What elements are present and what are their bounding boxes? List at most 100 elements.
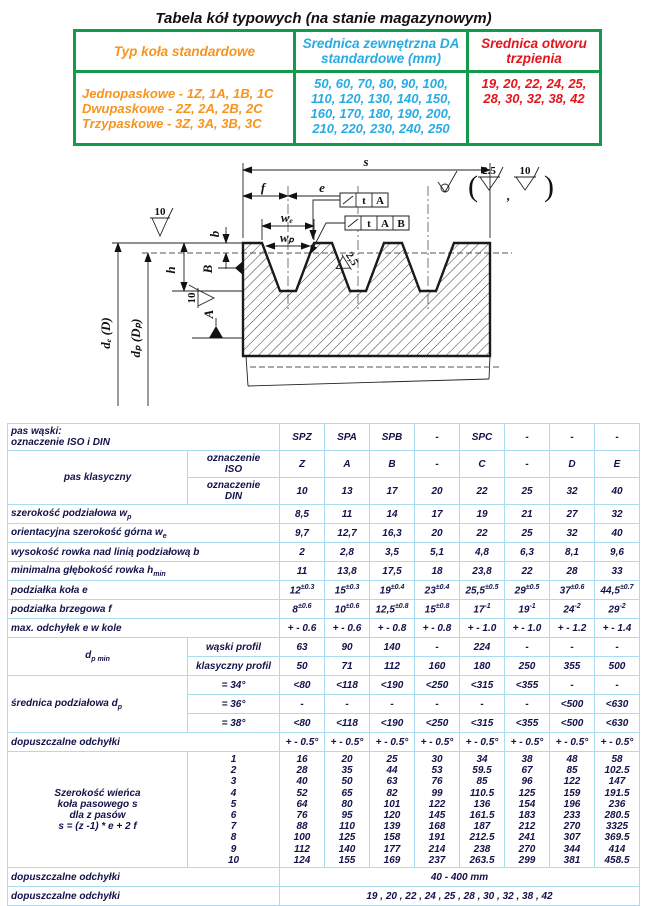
note-roughness-10-value: 10 [520, 165, 532, 177]
pulley-drawing: s f e wₑ wₚ b h [98, 154, 554, 406]
table-cell: 29-2 [594, 599, 640, 619]
table-cell: + - 0.5° [504, 732, 550, 752]
table-cell: 140 [369, 637, 415, 657]
table-cell: 6,3 [504, 542, 550, 562]
dim-s: s [242, 154, 491, 238]
belt-count-column: 1 2 3 4 5 6 7 8 9 10 [187, 750, 280, 869]
row-label: podziałka brzegowa f [7, 599, 280, 619]
table-cell: - [369, 694, 415, 714]
table-cell: 12,7 [324, 523, 370, 543]
row-label: dopuszczalne odchyłki [7, 732, 280, 752]
table-cell: - [504, 637, 550, 657]
table-cell: + - 0.5° [369, 732, 415, 752]
table-cell: 19-1 [504, 599, 550, 619]
row-max-odchylek: max. odchyłek e w kole + - 0.6 + - 0.6 +… [7, 618, 640, 638]
table-cell: + - 0.5° [279, 732, 325, 752]
table-cell: - [594, 675, 640, 695]
table-cell: <80 [279, 713, 325, 733]
table-cell: 25 [504, 523, 550, 543]
table-cell: 224 [459, 637, 505, 657]
stock-table: Typ koła standardowe Srednica zewnętrzna… [73, 29, 602, 146]
row-label: dopuszczalne odchyłki [7, 886, 280, 906]
dim-dp: dₚ (Dₚ) [128, 252, 152, 406]
table-cell: 9,7 [279, 523, 325, 543]
row-dp-min-klasyczny: klasyczny profil 50 71 112 160 180 250 3… [8, 656, 640, 676]
table-cell: 16 28 40 52 64 76 88 100 112 124 [279, 750, 325, 869]
table-cell: + - 0.6 [279, 618, 325, 638]
table-cell: 10±0.6 [324, 599, 370, 619]
table-cell: 24-2 [549, 599, 595, 619]
table-cell: 58 102.5 147 191.5 236 280.5 3325 369.5 … [594, 750, 640, 869]
table-cell: <315 [459, 713, 505, 733]
table-cell: 17 [414, 504, 460, 524]
table-cell: 355 [549, 656, 595, 676]
catalog-page: Tabela kół typowych (na stanie magazynow… [0, 10, 647, 906]
table-cell: 20 [414, 477, 460, 505]
tolerance-t2-label: t [367, 218, 371, 230]
table-cell: - [504, 423, 550, 451]
row-srednica-38: = 38° <80 <118 <190 <250 <315 <355 <500 … [8, 713, 640, 733]
table-cell: 17-1 [459, 599, 505, 619]
table-cell: 18 [414, 561, 460, 581]
table-cell: 13,8 [324, 561, 370, 581]
tolerance-frame-ta: t A [309, 192, 389, 240]
roughness-side-icon: 10 [186, 284, 216, 308]
row-label: oznaczenie ISO [187, 450, 280, 478]
table-cell: <500 [549, 713, 595, 733]
table-cell: 19 [459, 504, 505, 524]
table-cell: + - 0.5° [459, 732, 505, 752]
note-roughness-10-icon: 10 [514, 165, 540, 191]
table-cell: <118 [324, 713, 370, 733]
row-szerokosc-wienca: Szerokość wieńca koła pasowego s dla z p… [7, 750, 640, 869]
table-cell: - [549, 637, 595, 657]
table-cell: 37±0.6 [549, 580, 595, 600]
table-cell: 71 [324, 656, 370, 676]
stock-bores: 19, 20, 22, 24, 25, 28, 30, 32, 38, 42 [466, 70, 602, 146]
table-cell: 21 [504, 504, 550, 524]
table-cell: 11 [279, 561, 325, 581]
table-cell: - [414, 450, 460, 478]
row-oznaczenie-iso: pas klasyczny oznaczenie ISO Z A B - C -… [7, 450, 640, 505]
row-label: = 36° [187, 694, 280, 714]
table-cell: 5,1 [414, 542, 460, 562]
row-label: max. odchyłek e w kole [7, 618, 280, 638]
table-cell: 32 [549, 477, 595, 505]
note-roughness-25-value: 2.5 [482, 165, 496, 177]
dim-wp-label: wₚ [280, 230, 295, 245]
table-cell: <190 [369, 713, 415, 733]
row-label: pas wąski: oznaczenie ISO i DIN [7, 423, 280, 451]
table-cell: + - 0.6 [324, 618, 370, 638]
roughness-top-value: 10 [155, 206, 167, 218]
table-cell: 20 35 50 65 80 95 110 125 140 155 [324, 750, 370, 869]
table-cell: 500 [594, 656, 640, 676]
pulley-cross-section [241, 241, 492, 358]
row-wysokosc-rowka: wysokość rowka nad linią podziałową b 2 … [7, 542, 640, 562]
table-cell: <250 [414, 675, 460, 695]
row-label: wysokość rowka nad linią podziałową b [7, 542, 280, 562]
row-label: = 34° [187, 675, 280, 695]
table-cell: 34 59.5 85 110.5 136 161.5 187 212.5 238… [459, 750, 505, 869]
table-cell: 44,5±0.7 [594, 580, 640, 600]
table-cell: <355 [504, 675, 550, 695]
dim-e-label: e [319, 180, 325, 195]
table-cell: 160 [414, 656, 460, 676]
table-cell: 40 [594, 523, 640, 543]
table-cell: 14 [369, 504, 415, 524]
table-cell: 11 [324, 504, 370, 524]
row-pas-waski: pas wąski: oznaczenie ISO i DIN SPZ SPA … [7, 423, 640, 451]
table-cell: <355 [504, 713, 550, 733]
table-cell: + - 0.5° [549, 732, 595, 752]
roughness-top-icon: 10 [150, 206, 174, 238]
table-cell: - [279, 694, 325, 714]
table-cell: 30 53 76 99 122 145 168 191 214 237 [414, 750, 460, 869]
table-cell: 32 [549, 523, 595, 543]
dim-f: f [242, 180, 289, 200]
table-cell: C [459, 450, 505, 478]
table-cell: - [594, 637, 640, 657]
row-dopuszczalne-szerokosc: dopuszczalne odchyłki 40 - 400 mm [7, 867, 640, 888]
table-cell: 48 85 122 159 196 233 270 307 344 381 [549, 750, 595, 869]
tolerance-a-label: A [376, 195, 384, 207]
table-cell: A [324, 450, 370, 478]
dim-de: dₑ (D) [98, 242, 122, 406]
note-comma: , [506, 188, 510, 203]
